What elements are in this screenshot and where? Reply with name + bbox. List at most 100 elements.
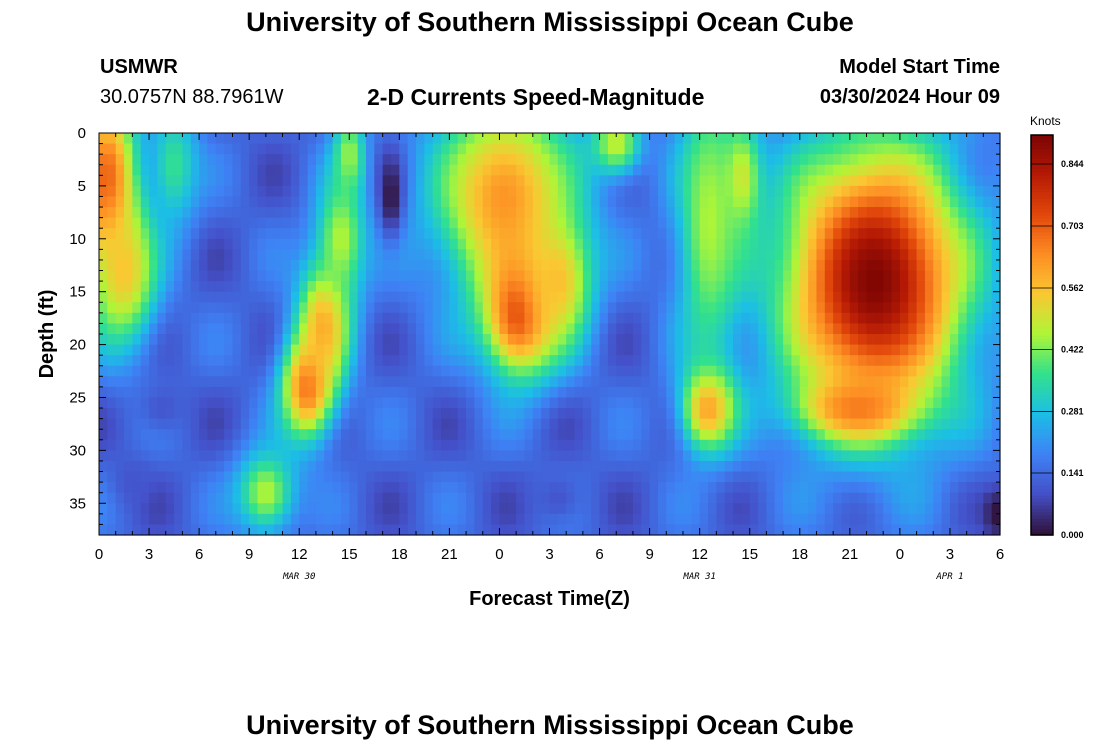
heatmap-cell [733, 323, 742, 335]
heatmap-cell [724, 302, 734, 314]
heatmap-cell [224, 312, 234, 325]
heatmap-cell [365, 482, 375, 494]
heatmap-cell [290, 408, 300, 420]
heatmap-cell [783, 334, 793, 346]
heatmap-cell [107, 196, 117, 208]
heatmap-cell [791, 281, 801, 293]
heatmap-cell [165, 249, 175, 261]
heatmap-cell [899, 228, 909, 240]
heatmap-cell [899, 175, 909, 187]
heatmap-cell [666, 281, 676, 293]
heatmap-cell [182, 196, 192, 208]
heatmap-cell [791, 164, 801, 176]
heatmap-cell [674, 185, 684, 198]
heatmap-cell [215, 344, 225, 356]
heatmap-cell [315, 291, 325, 303]
heatmap-cell [766, 249, 776, 261]
heatmap-cell [182, 185, 192, 198]
heatmap-cell [165, 323, 175, 335]
heatmap-cell [282, 291, 292, 303]
heatmap-cell [257, 323, 267, 335]
heatmap-cell [791, 439, 801, 451]
heatmap-cell [758, 312, 767, 325]
heatmap-cell [174, 323, 184, 335]
x-tick-label: 21 [441, 546, 458, 563]
heatmap-cell [382, 281, 392, 293]
heatmap-cell [958, 397, 968, 409]
heatmap-cell [265, 524, 275, 536]
heatmap-cell [499, 513, 509, 526]
heatmap-cell [374, 439, 384, 451]
heatmap-cell [674, 376, 684, 388]
heatmap-cell [265, 460, 275, 473]
heatmap-cell [124, 312, 133, 325]
heatmap-cell [290, 513, 300, 526]
heatmap-cell [290, 238, 300, 250]
heatmap-cell [607, 492, 617, 504]
heatmap-cell [991, 408, 1001, 420]
heatmap-cell [416, 408, 425, 420]
heatmap-cell [849, 524, 859, 536]
heatmap-cell [474, 259, 484, 272]
heatmap-cell [657, 344, 667, 356]
heatmap-cell [749, 196, 759, 208]
heatmap-cell [949, 344, 959, 356]
heatmap-cell [816, 334, 826, 346]
heatmap-cell [741, 513, 751, 526]
colorbar-segment [1031, 235, 1053, 239]
heatmap-cell [282, 334, 292, 346]
heatmap-cell [491, 238, 501, 250]
heatmap-cell [816, 524, 826, 536]
heatmap-cell [541, 302, 551, 314]
heatmap-cell [424, 175, 434, 187]
heatmap-cell [274, 513, 284, 526]
heatmap-cell [657, 513, 667, 526]
heatmap-cell [691, 291, 701, 303]
heatmap-cell [466, 439, 476, 451]
heatmap-cell [432, 196, 442, 208]
heatmap-cell [607, 334, 617, 346]
heatmap-cell [265, 376, 275, 388]
heatmap-cell [924, 334, 934, 346]
heatmap-cell [966, 397, 976, 409]
heatmap-cell [758, 408, 767, 420]
heatmap-cell [682, 439, 692, 451]
heatmap-cell [866, 154, 876, 166]
heatmap-cell [99, 355, 108, 367]
heatmap-cell [591, 376, 601, 388]
heatmap-cell [966, 154, 976, 166]
heatmap-cell [382, 207, 392, 219]
heatmap-cell [616, 291, 626, 303]
heatmap-cell [207, 143, 217, 155]
heatmap-cell [249, 492, 259, 504]
heatmap-cell [716, 492, 726, 504]
heatmap-cell [390, 154, 400, 166]
heatmap-cell [849, 386, 859, 399]
heatmap-cell [332, 281, 342, 293]
heatmap-cell [841, 196, 851, 208]
heatmap-cell [974, 312, 984, 325]
heatmap-cell [491, 217, 501, 229]
heatmap-cell [899, 450, 909, 462]
heatmap-cell [349, 503, 359, 515]
heatmap-cell [215, 429, 225, 441]
heatmap-cell [933, 471, 943, 483]
heatmap-cell [307, 355, 317, 367]
heatmap-cell [674, 302, 684, 314]
heatmap-cell [190, 334, 200, 346]
heatmap-cell [682, 418, 692, 430]
heatmap-cell [390, 196, 400, 208]
heatmap-cell [858, 238, 868, 250]
heatmap-cell [908, 408, 918, 420]
heatmap-cell [190, 355, 200, 367]
heatmap-cell [616, 249, 626, 261]
heatmap-cell [716, 238, 726, 250]
heatmap-cell [833, 270, 843, 282]
heatmap-cell [349, 408, 359, 420]
heatmap-cell [791, 482, 801, 494]
heatmap-cell [716, 450, 726, 462]
heatmap-cell [632, 238, 642, 250]
heatmap-cell [741, 185, 751, 198]
heatmap-cell [874, 344, 884, 356]
heatmap-cell [774, 154, 784, 166]
